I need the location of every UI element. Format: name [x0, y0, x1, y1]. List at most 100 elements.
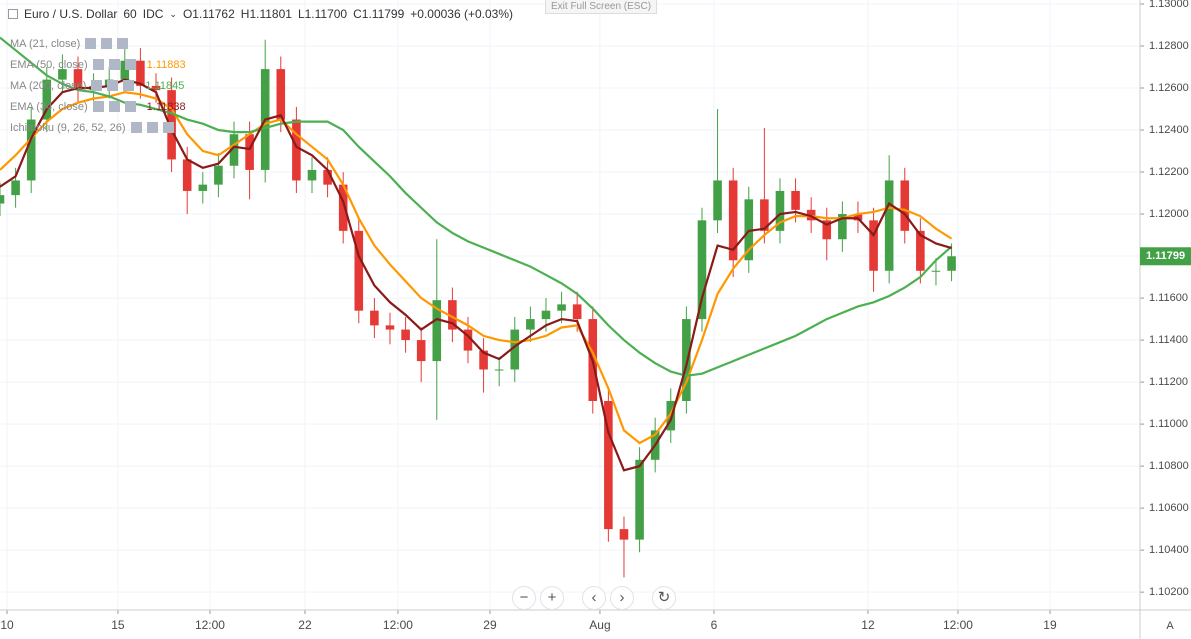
candle-body [869, 220, 878, 271]
candle-body [510, 329, 520, 370]
y-tick-label: 1.12400 [1149, 124, 1189, 136]
candle-body [463, 329, 473, 351]
y-tick-label: 1.11200 [1149, 376, 1188, 388]
candle-body [822, 220, 832, 240]
candle-body [557, 304, 566, 311]
exit-fullscreen[interactable]: Exit Full Screen (ESC) [545, 0, 658, 14]
legend-icon[interactable] [130, 122, 142, 133]
legend-icon[interactable] [92, 101, 104, 112]
candle-body [245, 134, 254, 170]
indicator-line [0, 36, 953, 377]
candle-body [572, 304, 582, 320]
candle-body [292, 119, 301, 181]
zoom-in[interactable]: + [540, 586, 564, 610]
ohlc-change: +0.00036 (+0.03%) [410, 7, 514, 21]
legend-icon[interactable] [108, 101, 120, 112]
candle-body [931, 270, 941, 272]
legend-icon[interactable] [124, 101, 136, 112]
candle-body [791, 190, 800, 210]
legend-icon[interactable] [92, 59, 104, 70]
candle-body [120, 60, 130, 80]
last-price-label: 1.11799 [1146, 250, 1185, 262]
candle-body [666, 400, 676, 431]
candle-body [338, 184, 348, 231]
candle-body [448, 300, 457, 330]
candle-body [728, 180, 738, 261]
candle-body [151, 85, 161, 91]
y-tick-label: 1.12800 [1149, 40, 1189, 52]
legend-name[interactable]: EMA (34, close) [10, 100, 88, 113]
header: Euro / U.S. Dollar 60 IDC ⌄ O1.11762 H1.… [8, 7, 513, 21]
candle-body [229, 134, 239, 166]
candle-body [385, 325, 395, 330]
x-tick-label: 10 [0, 618, 14, 632]
reset[interactable]: ↻ [652, 586, 676, 610]
candle-body [479, 350, 488, 370]
legend-icon[interactable] [124, 59, 136, 70]
interval[interactable]: 60 [123, 7, 137, 21]
candle-body [182, 159, 192, 191]
y-tick-label: 1.10800 [1149, 460, 1189, 472]
legend-icon[interactable] [117, 38, 129, 49]
y-tick-label: 1.10200 [1149, 586, 1189, 598]
candle-body [354, 230, 364, 311]
legend-name[interactable]: EMA (50, close) [10, 58, 88, 71]
legend-icon[interactable] [85, 38, 97, 49]
y-tick-label: 1.12000 [1149, 208, 1189, 220]
candle-body [323, 169, 332, 185]
x-tick-label: 12:00 [943, 618, 973, 632]
candle-body [526, 319, 535, 330]
y-tick-label: 1.10400 [1149, 544, 1189, 556]
toolbar: − + ‹ › ↻ [512, 586, 676, 610]
legend-name[interactable]: MA (21, close) [10, 37, 81, 50]
last-price-box [1140, 247, 1191, 266]
ohlc-close: C1.11799 [353, 7, 405, 21]
source: IDC [142, 7, 164, 21]
candle-body [401, 329, 410, 341]
legend-value: 1.11883 [146, 58, 186, 71]
x-tick-label: 22 [298, 618, 312, 632]
collapse-icon[interactable] [8, 9, 18, 19]
x-tick-label: 29 [483, 618, 497, 632]
ohlc-low: L1.11700 [297, 7, 348, 21]
scroll-left[interactable]: ‹ [582, 586, 606, 610]
legend-icon[interactable] [107, 80, 119, 91]
ohlc-open: O1.11762 [182, 7, 235, 21]
legend-value: 1.11838 [146, 100, 186, 113]
legend-row: MA (200, close) 1.11845 [10, 75, 186, 96]
legend-name[interactable]: Ichimoku (9, 26, 52, 26) [10, 121, 126, 134]
candle-body [619, 529, 629, 540]
candle-body [713, 180, 722, 221]
candle-body [604, 400, 613, 530]
candle-body [136, 60, 145, 86]
candle-body [198, 184, 208, 191]
x-tick-label: 6 [711, 618, 718, 632]
candle-body [838, 214, 847, 240]
auto-scale[interactable]: A [1166, 620, 1174, 632]
legend-icon[interactable] [123, 80, 135, 91]
candle-body [432, 300, 442, 362]
candle-body [26, 119, 36, 181]
legend-icon[interactable] [108, 59, 120, 70]
indicator-line [0, 91, 953, 445]
legend-name[interactable]: MA (200, close) [10, 79, 87, 92]
chevron[interactable]: ⌄ [169, 8, 177, 19]
legend-value: 1.11845 [145, 79, 185, 92]
legend-icon[interactable] [91, 80, 103, 91]
candle-body [697, 220, 707, 320]
legend-icon[interactable] [146, 122, 158, 133]
zoom-out[interactable]: − [512, 586, 536, 610]
candle-body [900, 180, 910, 231]
indicator-legend: MA (21, close) EMA (50, close) 1.11883 MA (… [10, 33, 186, 138]
candle-body [307, 169, 317, 181]
candle-body [884, 180, 894, 271]
y-tick-label: 1.10600 [1149, 502, 1189, 514]
symbol[interactable]: Euro / U.S. Dollar [24, 7, 118, 21]
x-tick-label: 12:00 [195, 618, 225, 632]
y-tick-label: 1.12600 [1149, 82, 1189, 94]
candle-body [416, 340, 426, 362]
scroll-right[interactable]: › [610, 586, 634, 610]
legend-icon[interactable] [162, 122, 174, 133]
legend-icon[interactable] [101, 38, 113, 49]
